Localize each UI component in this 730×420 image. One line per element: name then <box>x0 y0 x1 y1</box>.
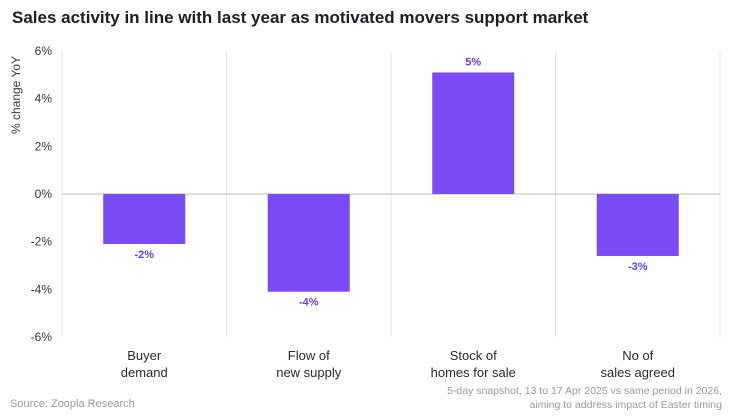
y-tick-label: -2% <box>31 235 53 249</box>
x-category-label: new supply <box>276 365 342 380</box>
x-category-label: No of <box>622 348 653 363</box>
data-label: 5% <box>465 56 481 68</box>
y-tick-label: -4% <box>31 282 53 296</box>
chart-title: Sales activity in line with last year as… <box>12 8 589 27</box>
bar <box>267 194 350 292</box>
y-axis-label: % change YoY <box>9 56 23 134</box>
methodology-note-line-2: aiming to address impact of Easter timin… <box>529 399 722 411</box>
x-category-label: homes for sale <box>431 365 516 380</box>
bar <box>432 72 515 194</box>
x-category-label: sales agreed <box>601 365 675 380</box>
x-category-label: Stock of <box>450 348 497 363</box>
x-category-label: Buyer <box>127 348 162 363</box>
y-tick-label: -6% <box>31 330 53 344</box>
y-tick-label: 0% <box>35 187 53 201</box>
bar <box>103 194 186 245</box>
data-label: -3% <box>628 261 648 273</box>
x-category-label: Flow of <box>288 348 330 363</box>
bar <box>596 194 679 256</box>
methodology-note-line-1: 5-day snapshot, 13 to 17 Apr 2025 vs sam… <box>447 385 722 397</box>
y-tick-label: 6% <box>35 44 53 58</box>
data-label: -2% <box>134 249 154 261</box>
x-category-label: demand <box>121 365 168 380</box>
data-label: -4% <box>299 297 319 309</box>
methodology-note: 5-day snapshot, 13 to 17 Apr 2025 vs sam… <box>447 384 722 412</box>
y-tick-label: 2% <box>35 139 53 153</box>
y-tick-label: 4% <box>35 92 53 106</box>
source-note: Source: Zoopla Research <box>10 398 135 410</box>
